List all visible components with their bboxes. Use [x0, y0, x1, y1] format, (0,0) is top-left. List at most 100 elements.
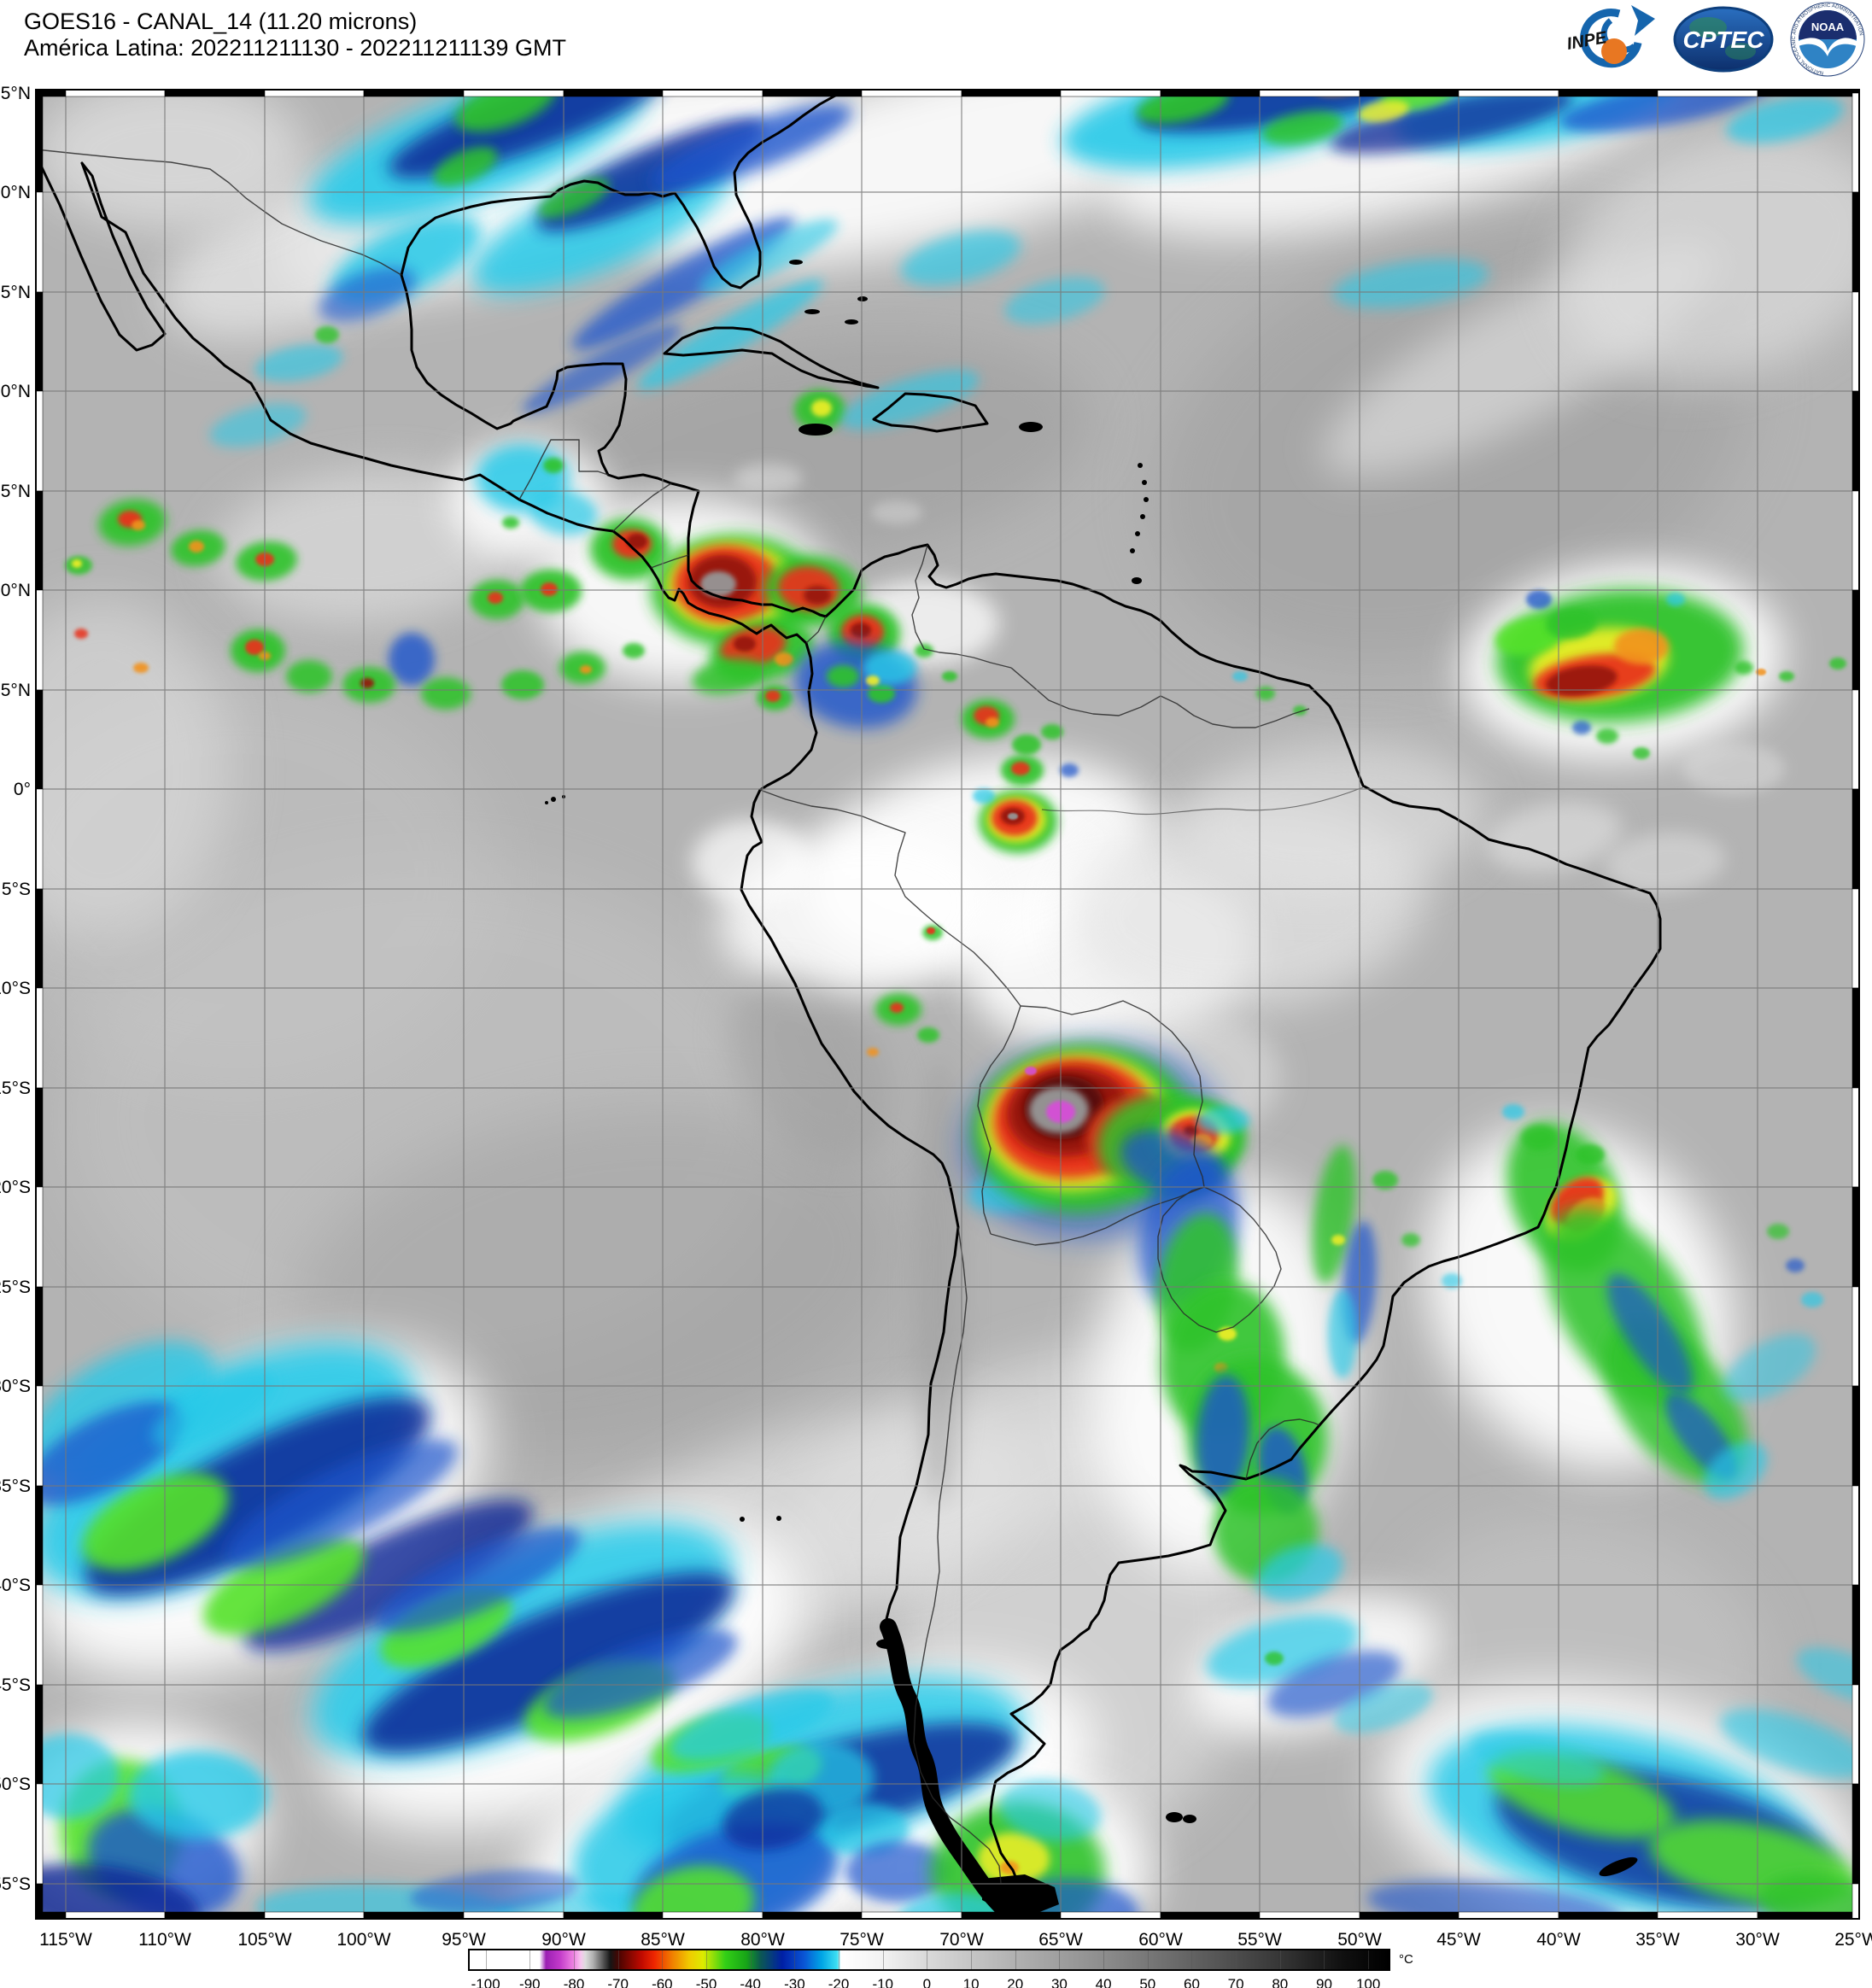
cloud-blob [1703, 1441, 1768, 1500]
longitude-label: 95°W [442, 1930, 486, 1950]
cloud-blob [72, 559, 82, 568]
trinidad [1132, 577, 1142, 584]
cloud-blob [1256, 687, 1275, 700]
cloud-blob [699, 219, 839, 294]
cloud-blob [151, 1370, 276, 1448]
longitude-label: 70°W [939, 1930, 984, 1950]
cloud-blob [1767, 1224, 1789, 1239]
cloud-blob [543, 1628, 738, 1719]
cloud-blob [804, 586, 831, 605]
latitude-label: 10°N [0, 581, 31, 600]
latitude-label: 50°S [0, 1775, 31, 1794]
latitude-label: 55°S [0, 1874, 31, 1894]
axis-labels: 115°W 110°W 105°W 100°W 95°W 90°W 85°W 80°W 75°W… [0, 84, 1872, 1950]
cloud-blob [202, 1536, 365, 1635]
cloud-blob [729, 974, 893, 1161]
longitude-label: 25°W [1834, 1930, 1872, 1950]
cloud-blob [538, 178, 610, 219]
cloud-blob [82, 1472, 229, 1571]
cloud-blob [74, 629, 88, 639]
latitude-label: 35°S [0, 1476, 31, 1496]
baja-california [38, 161, 167, 352]
longitude-label: 105°W [237, 1930, 291, 1950]
longitude-label: 90°W [541, 1930, 586, 1950]
cloud-blob [871, 500, 922, 524]
cloud-blob [389, 633, 435, 686]
cloud-blob [1633, 747, 1650, 759]
cloud-blob [1011, 762, 1030, 775]
galapagos [551, 797, 556, 802]
cloud-blob [1312, 1144, 1356, 1284]
cloud-blob [1041, 724, 1063, 740]
map-frame [35, 89, 1860, 1920]
cloud-blob [1471, 1732, 1604, 1786]
cloud-blob [244, 1500, 533, 1652]
falkland-islands [1166, 1812, 1183, 1822]
cloud-blob [942, 671, 957, 681]
cloud-blob [1829, 658, 1846, 669]
gulf-mexico-coastline [400, 273, 1662, 1880]
cloud-blob [376, 1527, 581, 1633]
cloud-blob [36, 1401, 184, 1506]
cloud-blob [1334, 1682, 1433, 1734]
cloud-blob [1486, 801, 1623, 873]
product-timestamp: América Latina: 202211211130 - 202211211… [24, 35, 566, 61]
cloud-blob [36, 598, 231, 939]
noaa-logo: NOAA NATIONAL OCEANIC AND ATMOSPHERIC AD… [1790, 2, 1865, 77]
latitude-label: 40°S [0, 1576, 31, 1595]
cloud-blob [1801, 1292, 1823, 1307]
longitude-label: 40°W [1536, 1930, 1581, 1950]
cloud-blob [627, 534, 647, 549]
cloud-blob [890, 1003, 904, 1013]
cloud-blob [1442, 1273, 1462, 1289]
latitude-label: 30°S [0, 1377, 31, 1396]
cloud-blob [1723, 1334, 1816, 1402]
cloud-blob [36, 1863, 200, 1919]
cloud-blob [692, 658, 763, 695]
cloud-blob [189, 541, 204, 553]
cloud-blob [1759, 1874, 1859, 1919]
cloud-blob [1004, 277, 1105, 325]
cloud-blob [734, 463, 803, 494]
cloud-blob [580, 665, 592, 674]
latitude-label: 15°N [0, 482, 31, 501]
cloud-blob [999, 1779, 1102, 1842]
cloud-blob [1358, 100, 1409, 122]
cloud-blob [914, 1059, 965, 1503]
cloud-blob [315, 326, 339, 343]
latitude-label: 5°N [1, 681, 31, 700]
cloud-blob [1179, 742, 1486, 898]
longitude-label: 80°W [740, 1930, 785, 1950]
cloud-blob [900, 230, 1021, 286]
cloud-blob [541, 582, 558, 596]
cloud-blob [128, 1751, 268, 1839]
longitude-label: 60°W [1138, 1930, 1183, 1950]
cloud-blob [1008, 813, 1018, 820]
cuba [663, 326, 880, 389]
cloud-blob [254, 344, 343, 382]
cloud-blob [1332, 259, 1489, 308]
cloud-blob [133, 663, 149, 673]
cloud-blob [1196, 1375, 1250, 1498]
cloud-blob [433, 146, 498, 187]
cloud-blob [866, 675, 880, 686]
longitude-label: 85°W [641, 1930, 685, 1950]
cloud-blob [362, 1572, 734, 1753]
latitude-label: 45°S [0, 1675, 31, 1695]
cloud-blob [1328, 1289, 1357, 1378]
cloud-blob [851, 623, 871, 638]
cloud-blob [318, 267, 417, 322]
cloud-blob [132, 520, 145, 530]
cloud-blob [1330, 90, 1574, 154]
puerto-rico [1019, 422, 1043, 432]
longitude-label: 35°W [1635, 1930, 1680, 1950]
longitude-label: 115°W [39, 1930, 92, 1950]
cloud-blob [245, 640, 264, 655]
cloud-blob [421, 677, 471, 710]
islands-layer [545, 260, 1638, 1915]
latitude-label: 25°S [0, 1278, 31, 1297]
latitude-label: 35°N [0, 84, 31, 103]
longitude-label: 110°W [138, 1930, 191, 1950]
